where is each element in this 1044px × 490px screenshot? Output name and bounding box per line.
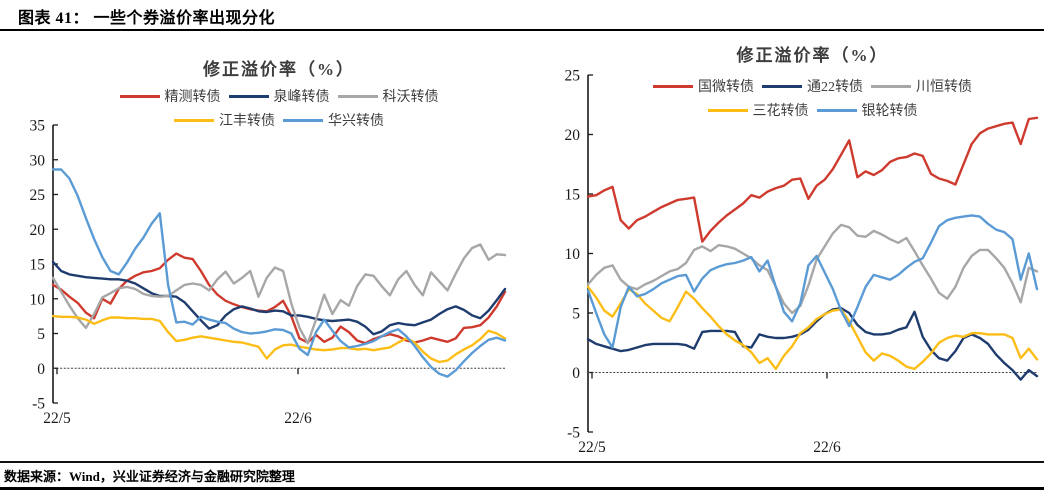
- series-line-1-1: [586, 307, 1039, 381]
- series-line-0-1: [51, 260, 507, 336]
- legend-label: 江丰转债: [219, 114, 275, 129]
- legend-label: 三花转债: [752, 104, 809, 119]
- y-tick-label: 0: [37, 361, 45, 378]
- legend-line-swatch: [707, 108, 748, 112]
- y-tick-label: -5: [32, 396, 45, 413]
- legend-item: 三花转债: [707, 100, 809, 120]
- left-chart-legend: 精测转债 泉峰转债 科沃转债江丰转债 华兴转债: [53, 86, 505, 130]
- series-line-1-4: [586, 214, 1039, 349]
- legend-item: 江丰转债: [174, 110, 275, 130]
- legend-label: 通22转债: [807, 80, 863, 95]
- y-tick-label: 25: [565, 68, 581, 85]
- legend-line-swatch: [228, 94, 269, 98]
- series-line-0-3: [51, 314, 507, 364]
- y-tick-label: 20: [30, 222, 46, 239]
- data-source: 数据来源：Wind，兴业证券经济与金融研究院整理: [4, 469, 295, 484]
- legend-label: 国微转债: [698, 80, 754, 95]
- legend-row: 三花转债 银轮转债: [707, 100, 918, 120]
- legend-line-swatch: [653, 84, 693, 88]
- y-tick-label: 5: [37, 326, 45, 343]
- legend-label: 精测转债: [164, 90, 221, 105]
- legend-line-swatch: [283, 118, 323, 122]
- series-line-0-0: [51, 252, 507, 345]
- legend-label: 科沃转债: [382, 90, 439, 105]
- legend-label: 泉峰转债: [273, 90, 330, 105]
- series-line-1-3: [586, 285, 1039, 371]
- y-tick-label: 15: [30, 257, 46, 274]
- y-tick-label: 10: [565, 246, 581, 263]
- series-line-0-2: [51, 243, 507, 345]
- legend-item: 国微转债: [653, 76, 754, 96]
- legend-label: 银轮转债: [861, 104, 918, 119]
- right-chart-legend: 国微转债 通22转债 川恒转债三花转债 银轮转债: [588, 76, 1037, 120]
- legend-label: 华兴转债: [328, 114, 384, 129]
- figure-title: 图表 41： 一些个券溢价率出现分化: [18, 10, 276, 27]
- series-line-1-0: [586, 116, 1039, 243]
- legend-line-swatch: [871, 84, 911, 88]
- legend-item: 银轮转债: [816, 100, 918, 120]
- footer-divider: [0, 461, 1044, 463]
- bottom-border: [0, 487, 1044, 490]
- y-tick-label: 5: [572, 306, 580, 323]
- legend-line-swatch: [816, 108, 857, 112]
- legend-line-swatch: [119, 94, 160, 98]
- legend-item: 华兴转债: [283, 110, 384, 130]
- y-tick-label: 10: [30, 291, 46, 308]
- legend-row: 江丰转债 华兴转债: [174, 110, 384, 130]
- legend-row: 国微转债 通22转债 川恒转债: [653, 76, 972, 96]
- y-tick-label: 15: [565, 187, 581, 204]
- x-tick-label: 22/6: [813, 439, 841, 456]
- legend-line-swatch: [174, 118, 214, 122]
- y-tick-label: 30: [30, 152, 46, 169]
- y-tick-label: 35: [30, 118, 46, 135]
- y-tick-label: 20: [565, 127, 581, 144]
- x-tick-label: 22/6: [284, 410, 312, 427]
- y-tick-label: 0: [572, 365, 580, 382]
- legend-line-swatch: [762, 84, 802, 88]
- x-tick-label: 22/5: [43, 410, 71, 427]
- series-line-0-4: [51, 168, 507, 378]
- title-divider: [0, 29, 1044, 31]
- legend-line-swatch: [337, 94, 378, 98]
- legend-item: 川恒转债: [871, 76, 972, 96]
- legend-row: 精测转债 泉峰转债 科沃转债: [119, 86, 439, 106]
- legend-item: 泉峰转债: [228, 86, 330, 106]
- legend-label: 川恒转债: [916, 80, 972, 95]
- y-tick-label: -5: [567, 425, 580, 442]
- left-chart-title: 修正溢价率（%）: [203, 60, 355, 79]
- series-line-1-2: [586, 223, 1039, 315]
- legend-item: 精测转债: [119, 86, 221, 106]
- x-tick-label: 22/5: [578, 439, 606, 456]
- y-tick-label: 25: [30, 187, 46, 204]
- legend-item: 通22转债: [762, 76, 863, 96]
- right-chart-title: 修正溢价率（%）: [736, 46, 889, 65]
- legend-item: 科沃转债: [337, 86, 439, 106]
